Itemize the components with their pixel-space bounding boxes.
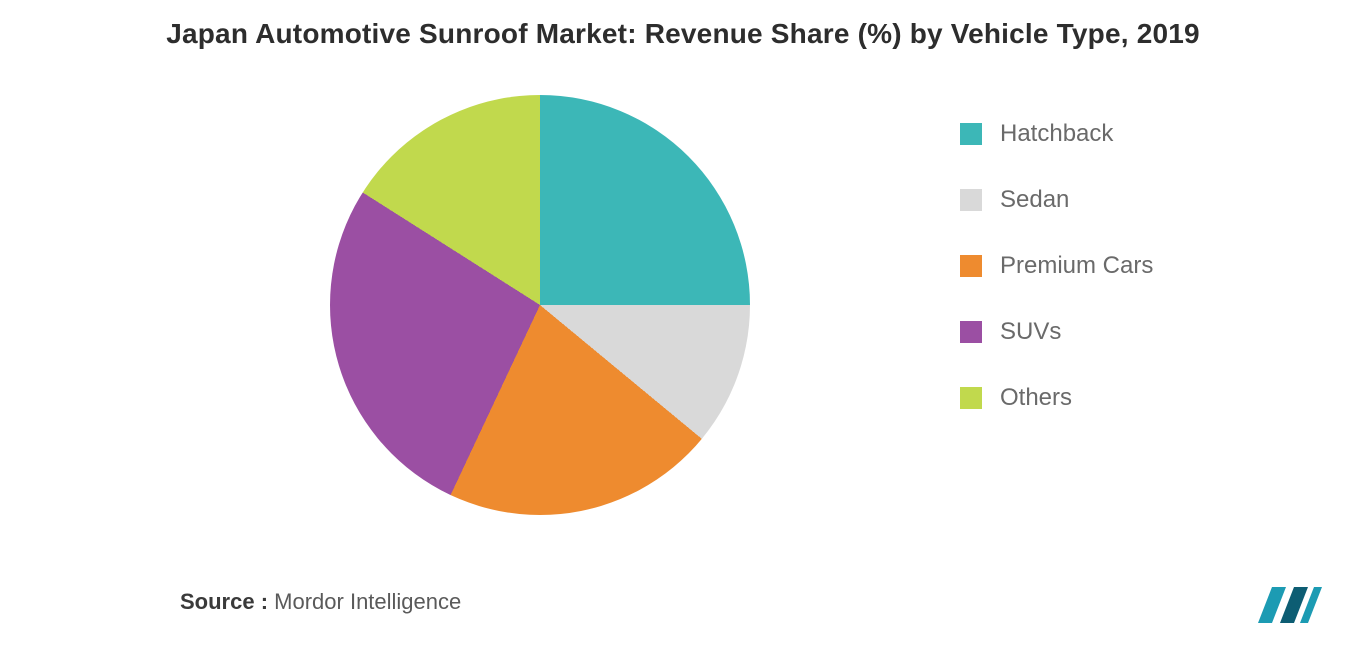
source-line: Source : Mordor Intelligence — [180, 589, 461, 615]
legend-swatch — [960, 387, 982, 409]
legend-swatch — [960, 189, 982, 211]
legend-item: Hatchback — [960, 120, 1153, 148]
legend-label: Sedan — [1000, 186, 1069, 214]
legend-swatch — [960, 255, 982, 277]
source-label: Source : — [180, 589, 268, 614]
legend-label: SUVs — [1000, 318, 1061, 346]
chart-container: Japan Automotive Sunroof Market: Revenue… — [0, 0, 1366, 655]
legend-label: Hatchback — [1000, 120, 1113, 148]
legend-item: Others — [960, 384, 1153, 412]
source-value: Mordor Intelligence — [274, 589, 461, 614]
legend-swatch — [960, 321, 982, 343]
legend-label: Others — [1000, 384, 1072, 412]
chart-title: Japan Automotive Sunroof Market: Revenue… — [0, 18, 1366, 50]
legend: Hatchback Sedan Premium Cars SUVs Others — [960, 120, 1153, 412]
legend-item: Premium Cars — [960, 252, 1153, 280]
legend-item: SUVs — [960, 318, 1153, 346]
pie-chart — [330, 95, 750, 515]
legend-swatch — [960, 123, 982, 145]
mordor-logo-icon — [1252, 583, 1326, 627]
legend-label: Premium Cars — [1000, 252, 1153, 280]
pie-graphic — [330, 95, 750, 515]
legend-item: Sedan — [960, 186, 1153, 214]
